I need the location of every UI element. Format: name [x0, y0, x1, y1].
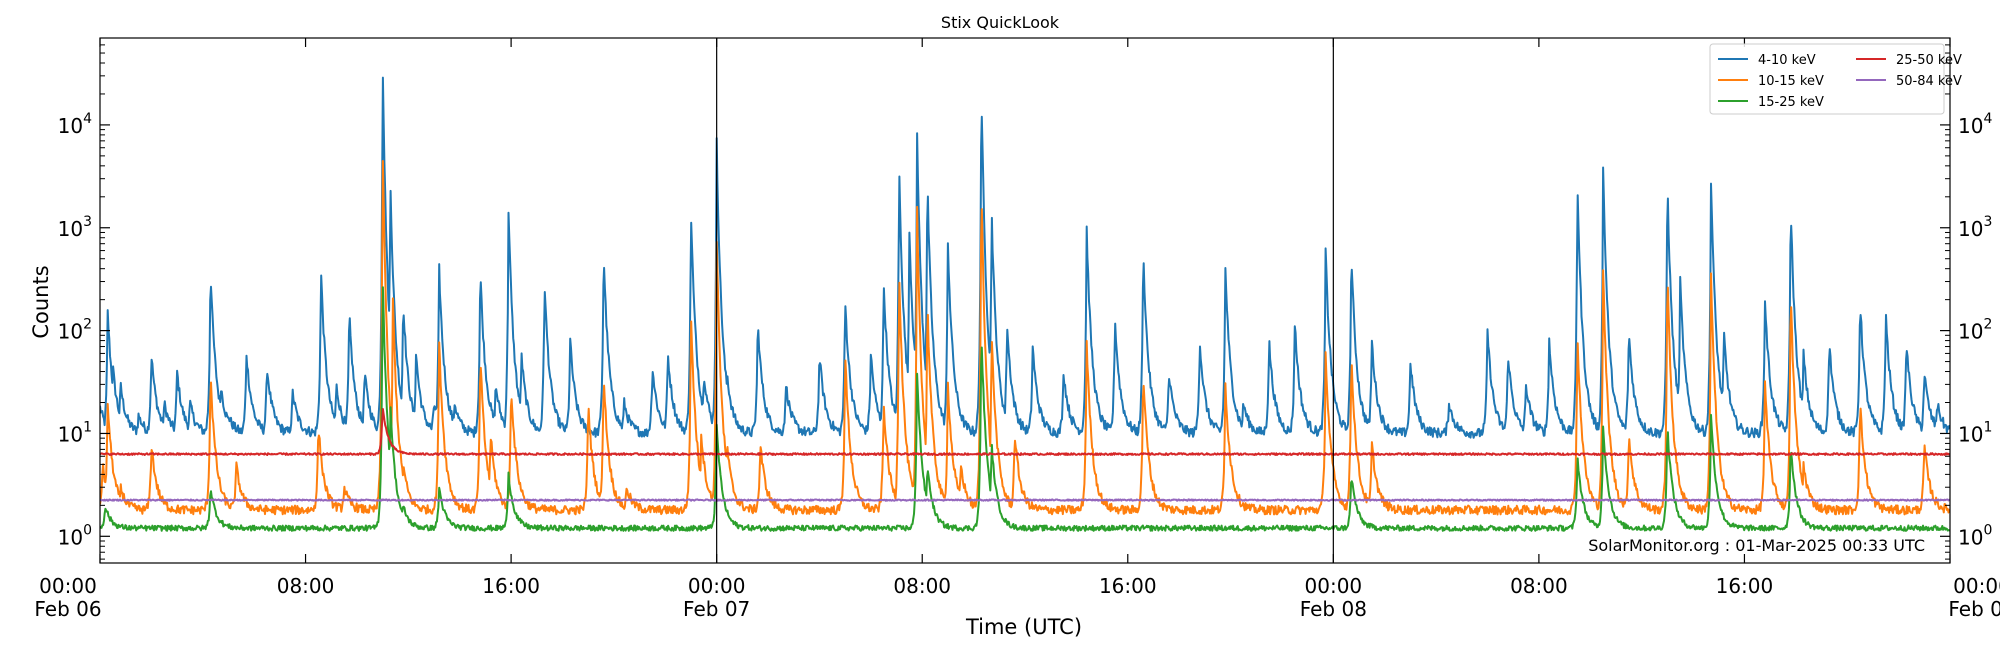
plot-area	[100, 76, 1950, 532]
series-line-25-50-kev	[100, 408, 1950, 456]
x-tick-label: 08:00	[277, 574, 335, 598]
series-line-15-25-kev	[100, 286, 1950, 532]
x-tick-label: 08:00	[893, 574, 951, 598]
legend-entry-label: 15-25 keV	[1758, 95, 1824, 110]
y-tick-label-left: 104	[58, 111, 92, 138]
y-tick-label-left: 102	[58, 317, 92, 344]
x-tick-date-label: Feb 07	[683, 597, 750, 621]
y-tick-label-left: 101	[58, 419, 92, 446]
legend-entry-label: 4-10 keV	[1758, 53, 1816, 68]
x-tick-label: 16:00	[1716, 574, 1774, 598]
series-line-10-15-kev	[100, 160, 1950, 516]
x-tick-date-label: Feb 08	[1300, 597, 1367, 621]
legend: 4-10 keV 10-15 keV 15-25 keV 25-50 keV 50-84…	[1709, 43, 1962, 115]
solarmonitor-annotation: SolarMonitor.org : 01-Mar-2025 00:33 UTC	[1588, 536, 1925, 555]
series-line-50-84-kev	[100, 498, 1950, 502]
y-tick-label-left: 103	[58, 214, 92, 241]
x-tick-label: 00:00	[39, 574, 97, 598]
legend-entry-label: 25-50 keV	[1896, 53, 1962, 68]
plot-frame	[99, 37, 1951, 564]
y-tick-label-right: 104	[1958, 111, 1992, 138]
y-tick-label-left: 100	[58, 522, 92, 549]
legend-entry-label: 10-15 keV	[1758, 74, 1824, 89]
y-tick-label-right: 103	[1958, 214, 1992, 241]
x-tick-label: 16:00	[1099, 574, 1157, 598]
series-line-4-10-kev	[100, 76, 1950, 439]
x-tick-label: 00:00	[1305, 574, 1363, 598]
y-tick-label-right: 100	[1958, 522, 1992, 549]
x-tick-date-label: Feb 09	[1948, 597, 2000, 621]
legend-entry-label: 50-84 keV	[1896, 74, 1962, 89]
x-tick-label: 16:00	[482, 574, 540, 598]
y-axis-label: Counts	[29, 265, 53, 338]
x-tick-label: 08:00	[1510, 574, 1568, 598]
x-tick-label: 00:00	[688, 574, 746, 598]
day-boundary-lines	[716, 38, 1334, 563]
chart-title: Stix QuickLook	[941, 13, 1060, 32]
legend-box	[1709, 43, 1945, 115]
x-axis-label: Time (UTC)	[965, 615, 1082, 639]
x-tick-date-label: Feb 06	[34, 597, 101, 621]
x-tick-label: 00:00	[1953, 574, 2000, 598]
y-tick-label-right: 101	[1958, 419, 1992, 446]
y-tick-label-right: 102	[1958, 317, 1992, 344]
